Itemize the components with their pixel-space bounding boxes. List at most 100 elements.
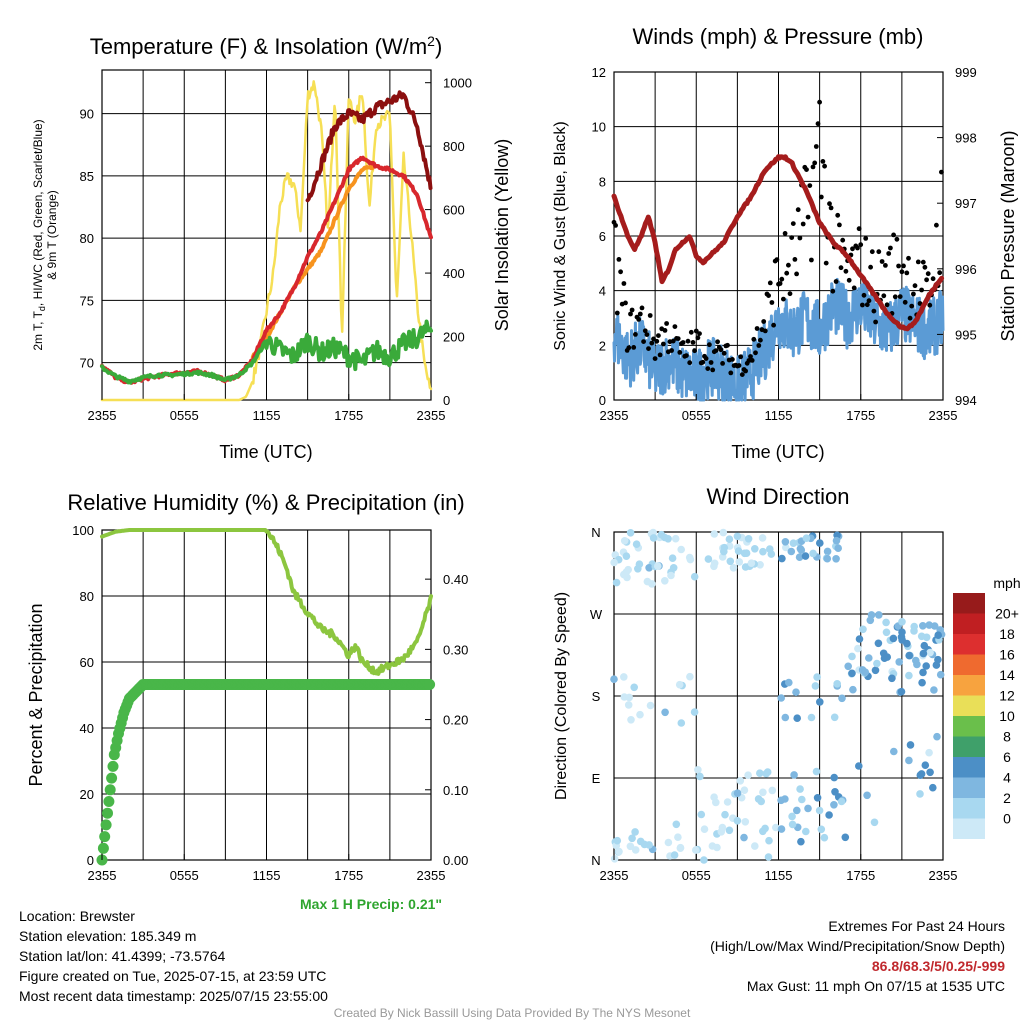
direction-point	[921, 761, 930, 769]
direction-point	[848, 652, 856, 661]
x-tick-label: 1755	[846, 868, 875, 883]
gust-point	[789, 235, 795, 241]
precip-point	[424, 679, 436, 690]
gust-point	[896, 263, 901, 269]
y2-tick-label: 998	[955, 131, 977, 146]
gust-point	[804, 167, 809, 173]
direction-point	[685, 553, 694, 562]
gust-point	[822, 163, 827, 169]
direction-tick-label: N	[591, 853, 600, 868]
direction-point	[768, 786, 777, 795]
direction-panel: Wind Direction 2355 0555 1155 1755 2355NESWN…	[553, 484, 1021, 883]
y2-tick-label: 997	[955, 196, 977, 211]
direction-point	[816, 539, 824, 547]
gust-point	[769, 300, 775, 305]
humidity-title: Relative Humidity (%) & Precipitation (i…	[67, 490, 464, 515]
direction-point	[649, 534, 658, 542]
gust-point	[690, 340, 696, 345]
direction-point	[661, 708, 669, 717]
direction-point	[643, 577, 652, 586]
direction-point	[801, 552, 810, 560]
direction-point	[628, 834, 636, 843]
direction-point	[898, 636, 906, 644]
gust-point	[827, 201, 832, 207]
direction-point	[700, 825, 709, 833]
direction-point	[788, 820, 797, 829]
direction-point	[889, 634, 898, 643]
y2-tick-label: 0.20	[443, 713, 468, 728]
gust-point	[879, 259, 885, 264]
gust-point	[753, 350, 758, 356]
direction-point	[926, 648, 934, 657]
gust-point	[906, 255, 911, 261]
direction-point	[916, 790, 924, 798]
direction-point	[670, 851, 679, 859]
x-tick-label: 1755	[846, 408, 875, 423]
gust-point	[647, 313, 653, 318]
legend-label: 4	[1003, 770, 1011, 786]
direction-point	[934, 631, 942, 639]
direction-point	[751, 545, 759, 553]
gust-point	[790, 221, 796, 227]
direction-point	[811, 682, 820, 690]
series-dewpoint	[100, 319, 433, 385]
direction-point	[690, 708, 699, 716]
gust-point	[754, 326, 760, 331]
direction-point	[646, 701, 655, 710]
gust-point	[777, 281, 783, 286]
gust-point	[703, 356, 709, 361]
gust-point	[860, 302, 865, 308]
direction-point	[918, 678, 926, 687]
gust-point	[840, 237, 846, 243]
gust-point	[892, 294, 898, 300]
direction-point	[874, 639, 883, 648]
direction-point	[694, 766, 702, 774]
direction-point	[672, 820, 681, 829]
gust-point	[835, 212, 841, 218]
y2-tick-label: 0	[443, 393, 450, 408]
direction-point	[788, 812, 796, 821]
gust-point	[786, 262, 791, 268]
gust-point	[830, 288, 836, 294]
direction-point	[740, 786, 749, 794]
gust-point	[713, 348, 719, 353]
direction-point	[720, 543, 729, 552]
direction-point	[761, 824, 769, 833]
direction-point	[740, 549, 749, 558]
gust-point	[749, 358, 755, 363]
gust-point	[922, 264, 928, 270]
extremes-info: Extremes For Past 24 Hours (High/Low/Max…	[710, 916, 1005, 996]
direction-point	[756, 769, 764, 777]
gust-point	[684, 353, 689, 358]
max-precip-label: Max 1 H Precip: 0.21"	[300, 896, 443, 912]
gust-point	[881, 293, 887, 299]
direction-point	[700, 856, 708, 864]
created-text: Figure created on Tue, 2025-07-15, at 23…	[19, 968, 327, 984]
y2-tick-label: 600	[443, 203, 465, 218]
gust-point	[930, 276, 936, 282]
direction-point	[674, 833, 682, 841]
gust-point	[805, 214, 811, 220]
direction-point	[626, 842, 635, 851]
gust-point	[861, 292, 867, 298]
direction-point	[807, 713, 816, 722]
direction-point	[888, 674, 896, 683]
gust-point	[837, 222, 842, 228]
direction-point	[735, 558, 744, 566]
gust-point	[693, 328, 699, 334]
gust-point	[809, 257, 814, 263]
direction-point	[793, 714, 801, 722]
y2-tick-label: 0.30	[443, 642, 468, 657]
direction-point	[917, 632, 926, 641]
direction-point	[676, 844, 685, 852]
legend-label: 10	[999, 708, 1015, 724]
direction-point	[797, 837, 805, 846]
x-tick-label: 2355	[417, 408, 446, 423]
y-tick-label: 4	[599, 284, 606, 299]
gust-point	[705, 366, 711, 371]
gust-point	[623, 300, 628, 306]
extremes-values: 86.8/68.3/5/0.25/-999	[871, 958, 1005, 974]
direction-point	[905, 756, 913, 765]
direction-point	[817, 825, 826, 834]
y-tick-label: 0	[599, 393, 606, 408]
